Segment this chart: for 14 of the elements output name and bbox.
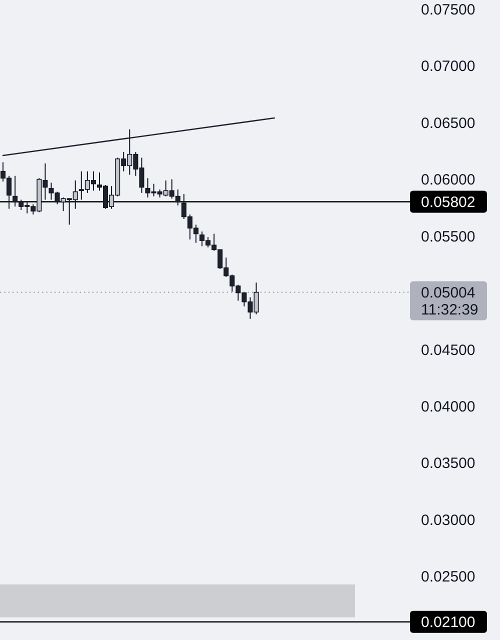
ref-line-label: 0.02100 xyxy=(421,614,476,632)
y-tick-label: 0.04000 xyxy=(421,398,476,416)
y-tick-label: 0.03000 xyxy=(421,512,476,529)
y-tick-label: 0.06500 xyxy=(421,114,476,132)
y-tick-label: 0.04500 xyxy=(421,342,476,359)
y-tick-label: 0.03500 xyxy=(421,455,476,472)
y-tick-label: 0.02500 xyxy=(421,568,476,586)
y-tick-label: 0.05500 xyxy=(421,228,476,246)
y-tick-label: 0.07000 xyxy=(421,58,476,76)
ref-line-label: 0.05802 xyxy=(421,194,476,212)
y-tick-label: 0.06000 xyxy=(421,172,476,189)
ref-line-label: 0.05004 xyxy=(421,284,476,302)
text: 11:32:39 xyxy=(421,302,478,319)
y-tick-label: 0.07500 xyxy=(421,1,476,18)
